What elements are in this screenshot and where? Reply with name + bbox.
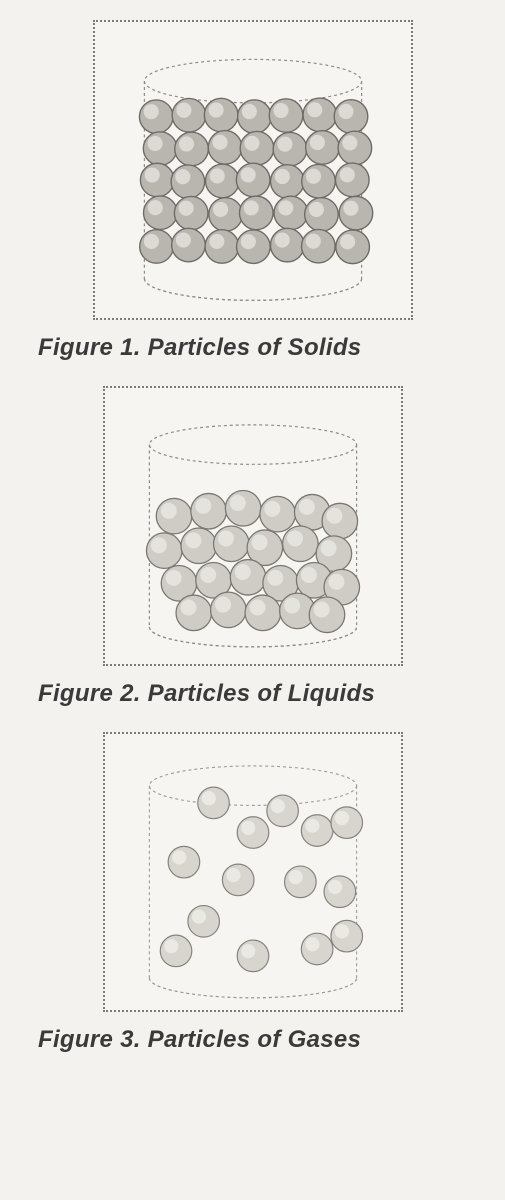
figure-liquids-svg: [105, 386, 401, 666]
figure-gases-frame: [103, 732, 403, 1012]
figure-gases-svg: [105, 732, 401, 1012]
page-root: Figure 1. Particles of Solids Figure 2. …: [0, 0, 505, 1200]
figure-liquids-caption: Figure 2. Particles of Liquids: [30, 680, 375, 708]
figure-liquids: Figure 2. Particles of Liquids: [30, 386, 475, 708]
figure-liquids-frame: [103, 386, 403, 666]
figure-solids-caption: Figure 1. Particles of Solids: [30, 334, 361, 362]
figure-solids-svg: [95, 20, 411, 320]
figure-solids: Figure 1. Particles of Solids: [30, 20, 475, 362]
figure-solids-frame: [93, 20, 413, 320]
figure-gases: Figure 3. Particles of Gases: [30, 732, 475, 1054]
figure-gases-caption: Figure 3. Particles of Gases: [30, 1026, 361, 1054]
